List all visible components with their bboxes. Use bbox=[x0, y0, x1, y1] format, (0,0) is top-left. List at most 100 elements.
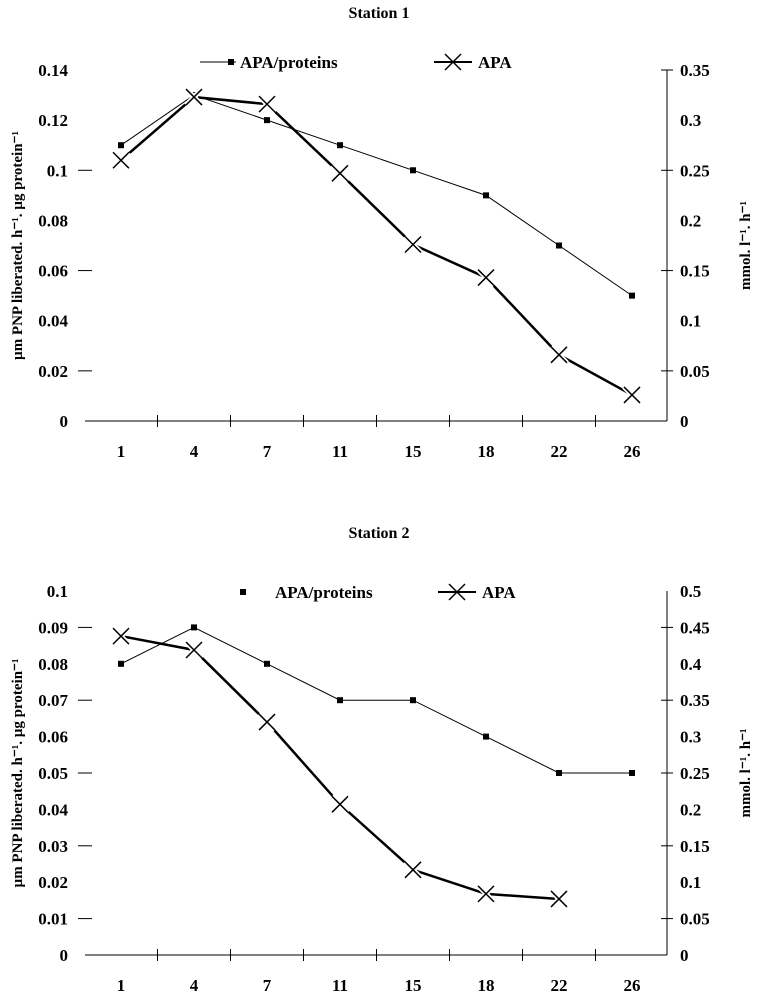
legend-label-apa-proteins: APA/proteins bbox=[275, 583, 373, 602]
y-tick-label: 0.03 bbox=[38, 837, 68, 856]
y-tick-label: 0.07 bbox=[38, 691, 68, 710]
y2-tick-label: 0.15 bbox=[680, 262, 710, 281]
data-point-x bbox=[258, 95, 276, 113]
x-tick-label: 1 bbox=[117, 442, 126, 461]
y-tick-label: 0.06 bbox=[38, 728, 68, 747]
y2-tick-label: 0.35 bbox=[680, 61, 710, 80]
data-point-x bbox=[477, 269, 495, 287]
chart-title: Station 1 bbox=[349, 5, 410, 22]
data-point-square bbox=[410, 697, 416, 704]
data-point-square bbox=[410, 167, 416, 174]
y2-tick-label: 0.25 bbox=[680, 161, 710, 180]
chart-station-1: Station 1 1 4 7 11 15 18 22 26 0 0.02 0.04 0.06 0.08 0… bbox=[10, 5, 754, 461]
data-point-x bbox=[112, 627, 130, 645]
y2-axis-label: mmol. l⁻¹. h⁻¹ bbox=[738, 201, 754, 290]
y2-tick-label: 0.1 bbox=[680, 873, 701, 892]
data-point-square bbox=[337, 697, 343, 704]
legend: APA/proteins APA bbox=[240, 583, 516, 602]
y-axis-label: µm PNP liberated. h⁻¹. µg protein⁻¹ bbox=[10, 659, 26, 888]
x-tick-label: 4 bbox=[190, 442, 199, 461]
data-point-x bbox=[404, 235, 422, 254]
data-point-x bbox=[112, 151, 130, 169]
legend-marker-x bbox=[448, 583, 466, 601]
legend-label-apa-proteins: APA/proteins bbox=[240, 53, 338, 72]
data-point-x bbox=[185, 88, 203, 106]
y-tick-label: 0.02 bbox=[38, 362, 68, 381]
x-tick-label: 4 bbox=[190, 976, 199, 995]
y2-tick-label: 0.1 bbox=[680, 312, 701, 331]
x-tick-label: 18 bbox=[478, 442, 495, 461]
y-tick-label: 0.02 bbox=[38, 873, 68, 892]
y-tick-label: 0 bbox=[60, 412, 69, 431]
x-tick-label: 7 bbox=[263, 976, 272, 995]
x-tick-label: 22 bbox=[551, 976, 568, 995]
data-point-x bbox=[404, 861, 422, 879]
data-point-square bbox=[118, 660, 124, 667]
y-tick-label: 0.04 bbox=[38, 800, 68, 819]
data-point-x bbox=[258, 713, 276, 731]
y2-tick-label: 0.3 bbox=[680, 728, 701, 747]
legend-label-apa: APA bbox=[478, 53, 512, 72]
y-tick-label: 0.1 bbox=[47, 582, 68, 601]
y-tick-label: 0 bbox=[60, 946, 69, 965]
y2-tick-label: 0.15 bbox=[680, 837, 710, 856]
data-point-square bbox=[629, 292, 635, 299]
data-point-x bbox=[550, 890, 568, 908]
data-point-square bbox=[556, 770, 562, 776]
data-point-square bbox=[483, 192, 489, 199]
data-point-square bbox=[264, 660, 270, 667]
x-tick-label: 22 bbox=[551, 442, 568, 461]
y2-tick-label: 0.35 bbox=[680, 691, 710, 710]
x-tick-label: 15 bbox=[405, 442, 422, 461]
y-tick-label: 0.09 bbox=[38, 618, 68, 637]
x-tick-label: 18 bbox=[478, 976, 495, 995]
data-point-square bbox=[264, 117, 270, 124]
data-point-x bbox=[477, 885, 495, 903]
data-point-x bbox=[331, 164, 349, 182]
y2-tick-label: 0.05 bbox=[680, 910, 710, 929]
y2-tick-label: 0.4 bbox=[680, 655, 702, 674]
y2-tick-label: 0.2 bbox=[680, 211, 701, 230]
data-point-x bbox=[331, 795, 349, 813]
x-tick-label: 11 bbox=[332, 442, 348, 461]
legend-marker-square bbox=[240, 589, 246, 595]
y2-tick-label: 0 bbox=[680, 412, 689, 431]
data-point-square bbox=[629, 770, 635, 776]
y-tick-label: 0.01 bbox=[38, 910, 68, 929]
y-tick-label: 0.05 bbox=[38, 764, 68, 783]
y-tick-label: 0.04 bbox=[38, 312, 68, 331]
legend-marker-square bbox=[228, 59, 234, 65]
series-line-apa bbox=[120, 95, 633, 397]
series-line-apa-proteins bbox=[120, 94, 633, 297]
y-tick-label: 0.12 bbox=[38, 111, 68, 130]
data-point-x bbox=[185, 641, 203, 659]
x-tick-label: 26 bbox=[624, 976, 641, 995]
legend-label-apa: APA bbox=[482, 583, 516, 602]
legend-marker-x bbox=[444, 53, 462, 71]
y2-tick-label: 0.25 bbox=[680, 764, 710, 783]
data-point-square bbox=[118, 142, 124, 149]
data-point-square bbox=[191, 624, 197, 631]
chart-station-2: Station 2 1 4 7 11 15 18 22 26 0 0.01 0.02 0.03 0.04 0… bbox=[10, 525, 754, 995]
y-tick-label: 0.08 bbox=[38, 655, 68, 674]
y2-axis-label: mmol. l⁻¹. h⁻¹ bbox=[738, 729, 754, 818]
y-axis-label: µm PNP liberated. h⁻¹. µg protein⁻¹ bbox=[10, 131, 26, 360]
data-point-x bbox=[623, 386, 641, 404]
x-tick-label: 11 bbox=[332, 976, 348, 995]
y2-tick-label: 0.05 bbox=[680, 362, 710, 381]
data-point-square bbox=[337, 142, 343, 149]
legend: APA/proteins APA bbox=[200, 53, 512, 72]
x-tick-label: 26 bbox=[624, 442, 641, 461]
series-line-apa bbox=[120, 634, 560, 901]
data-point-square bbox=[556, 242, 562, 249]
y-tick-label: 0.06 bbox=[38, 262, 68, 281]
y-tick-label: 0.1 bbox=[47, 161, 68, 180]
chart-title: Station 2 bbox=[349, 525, 410, 542]
y2-tick-label: 0 bbox=[680, 946, 689, 965]
y2-tick-label: 0.3 bbox=[680, 111, 701, 130]
x-tick-label: 7 bbox=[263, 442, 272, 461]
x-tick-label: 15 bbox=[405, 976, 422, 995]
y2-tick-label: 0.2 bbox=[680, 800, 701, 819]
y2-tick-label: 0.45 bbox=[680, 618, 710, 637]
